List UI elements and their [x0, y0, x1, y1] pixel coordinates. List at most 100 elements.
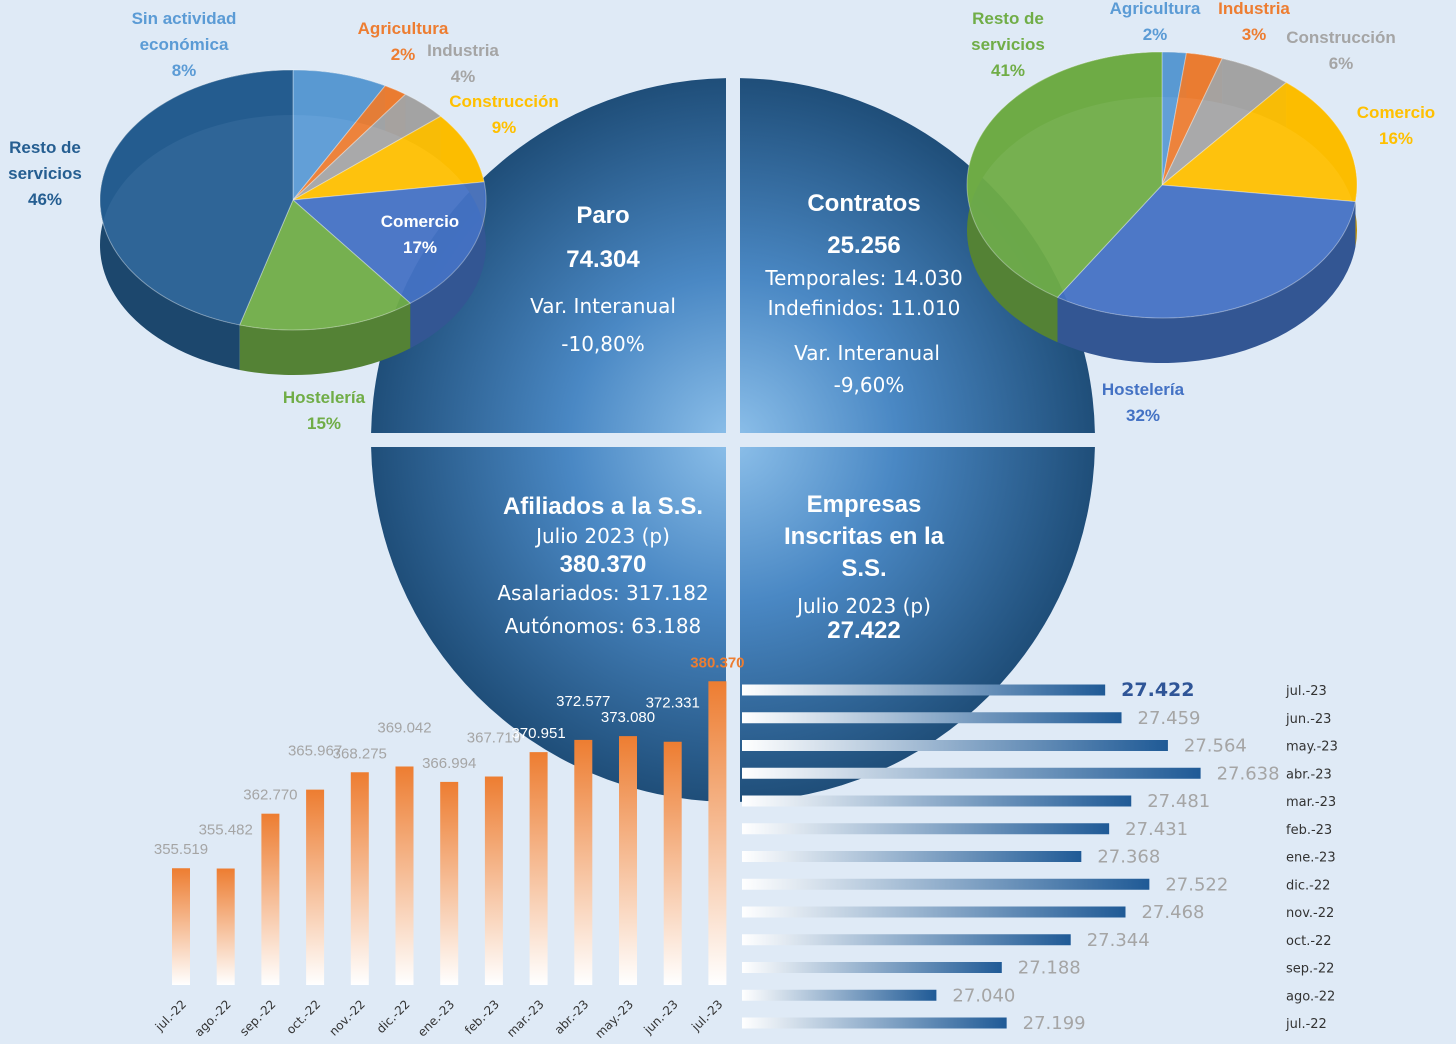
bar [350, 772, 369, 985]
pie-label: Resto de servicios 41% [963, 6, 1053, 84]
pie-label-name: Sin actividad económica [131, 9, 237, 54]
bar [708, 681, 727, 985]
pie-side [239, 303, 411, 375]
x-tick-label: ene.-23 [415, 997, 457, 1039]
panel-value: 25.256 [827, 232, 901, 259]
x-tick-label: jul.-22 [152, 997, 189, 1034]
bar-value-label: 27.188 [1018, 958, 1081, 979]
bar [529, 752, 548, 985]
bar [742, 989, 937, 1001]
pie [99, 69, 487, 375]
pie-slice [291, 181, 487, 304]
x-tick-label: dic.-22 [374, 997, 413, 1036]
x-tick-label: nov.-22 [327, 997, 368, 1038]
bar-value-label: 27.638 [1217, 763, 1280, 784]
quadrant [371, 78, 726, 433]
bar [742, 795, 1132, 807]
pie-label-name: Resto de servicios [971, 9, 1045, 54]
x-tick-label: abr.-23 [552, 997, 592, 1037]
y-tick-label: may.-23 [1286, 740, 1338, 755]
bar-value-label: 355.519 [154, 841, 208, 858]
bar-value-label: 27.564 [1184, 736, 1247, 757]
bar-value-label: 27.522 [1165, 874, 1228, 895]
bar-value-label: 372.577 [556, 693, 610, 710]
bar-value-label: 367.710 [467, 730, 521, 747]
bar [484, 776, 503, 985]
pie-label-name: Agricultura [1109, 0, 1201, 18]
panel-title: Contratos [807, 190, 921, 217]
bar-value-label: 366.994 [422, 755, 476, 772]
x-tick-label: oct.-22 [284, 997, 324, 1037]
bar-value-label: 369.042 [377, 719, 431, 736]
pie-label-name: Resto de servicios [8, 138, 82, 183]
y-tick-label: feb.-23 [1286, 823, 1332, 838]
pie-label-value: 2% [390, 45, 416, 64]
bar [742, 740, 1168, 751]
pie [966, 51, 1358, 364]
y-tick-label: oct.-22 [1286, 934, 1332, 949]
bar [261, 813, 280, 985]
pie-slice [238, 199, 412, 331]
pie-label-value: 4% [450, 67, 476, 86]
x-tick-label: jul.-23 [688, 997, 725, 1034]
panel-text: Var. Interanual [794, 341, 940, 365]
bar [216, 868, 235, 985]
pie-slice [1056, 184, 1357, 319]
pie-label-name: Construcción [449, 92, 559, 111]
pie-slice [1161, 51, 1188, 186]
y-tick-label: nov.-22 [1286, 906, 1334, 921]
bar [742, 823, 1110, 835]
bar-value-label: 27.344 [1087, 930, 1150, 951]
y-tick-label: jul.-22 [1285, 1017, 1327, 1032]
pie-label: Industria 4% [408, 38, 518, 90]
pie-slice [292, 85, 407, 201]
x-tick-label: mar.-23 [504, 997, 547, 1040]
panel-value: 380.370 [559, 551, 647, 578]
pie-label-name: Comercio [380, 212, 460, 231]
pie-label-name: Construcción [1286, 28, 1396, 47]
pie-slice [1161, 52, 1223, 186]
bar [742, 684, 1106, 696]
bar [440, 781, 459, 985]
panel-title: Empresas Inscritas en la S.S. [783, 491, 945, 582]
pie-label: Construcción 9% [434, 89, 574, 141]
pie-label-name: Industria [1218, 0, 1290, 18]
pie-label: Comercio 17% [365, 209, 475, 261]
pie-label: Agricultura 2% [1095, 0, 1215, 48]
pie-side [410, 181, 486, 349]
pie-label: Agricultura 2% [343, 16, 463, 68]
panel-title: Paro [576, 202, 630, 229]
y-tick-label: abr.-23 [1286, 767, 1332, 782]
x-tick-label: jun.-23 [641, 997, 681, 1037]
bar-value-label: 362.770 [243, 787, 297, 804]
bar-value-label: 27.468 [1141, 902, 1204, 923]
quadrant [371, 447, 726, 802]
pie-label-name: Hostelería [1101, 380, 1185, 399]
pie-slice [292, 93, 442, 201]
bar [742, 851, 1082, 862]
pie-label: Sin actividad económica 8% [114, 6, 254, 84]
bar-value-label: 27.431 [1125, 819, 1188, 840]
bar-value-label: 365.967 [288, 743, 342, 760]
panel-title: Afiliados a la S.S. [502, 493, 704, 520]
pie-slice [292, 115, 485, 201]
bar-value-label: 380.370 [690, 654, 744, 671]
pie-label-value: 6% [1328, 54, 1354, 73]
bar [663, 741, 682, 985]
bar-value-label: 27.368 [1097, 847, 1160, 868]
panel-text: -10,80% [561, 332, 645, 356]
pie-label-value: 8% [171, 61, 197, 80]
pie-label: Resto de servicios 46% [0, 135, 90, 213]
panel-value: 27.422 [827, 617, 901, 644]
pie-slice [966, 51, 1163, 298]
panel-text: Var. Interanual [530, 294, 676, 318]
panel-text: Asalariados: 317.182 [497, 581, 709, 605]
panel-text: Temporales: 14.030 [765, 266, 963, 290]
panel-text: -9,60% [833, 373, 905, 397]
pie-label-value: 15% [306, 414, 342, 433]
pie-label-name: Industria [427, 41, 499, 60]
pie-label: Industria 3% [1194, 0, 1314, 48]
bar [742, 767, 1201, 779]
